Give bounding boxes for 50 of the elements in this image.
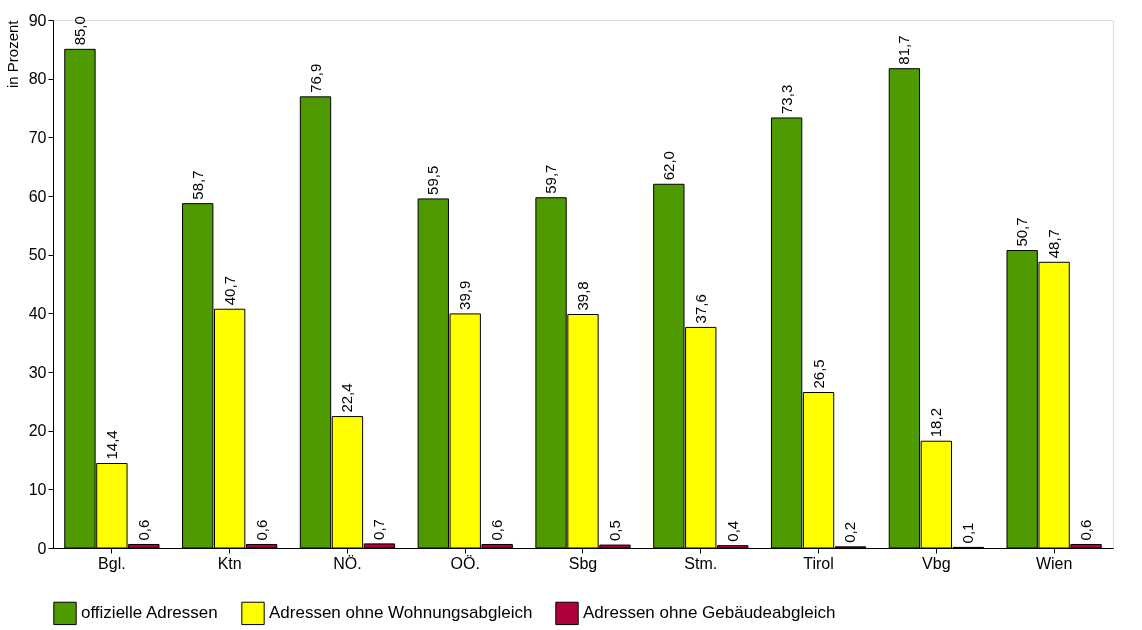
y-axis-title: in Prozent (3, 19, 21, 89)
y-tick-label: 30 (28, 363, 47, 381)
data-label: 0,6 (488, 519, 506, 541)
x-tick-label: Sbg (568, 554, 598, 572)
x-tick-label: Bgl. (98, 554, 126, 572)
data-label: 0,6 (134, 519, 152, 541)
x-tick-label: Vbg (922, 554, 951, 572)
data-label: 18,2 (927, 408, 945, 438)
y-tick-label: 50 (28, 246, 47, 264)
data-label: 73,3 (777, 84, 795, 114)
y-tick-label: 40 (28, 304, 47, 322)
data-label: 81,7 (895, 35, 913, 65)
y-tick-label: 90 (28, 11, 47, 29)
data-label: 59,7 (542, 164, 560, 194)
data-label: 59,5 (424, 165, 442, 195)
x-tick-label: OÖ. (450, 554, 480, 572)
legend-label: Adressen ohne Wohnungsabgleich (269, 603, 533, 623)
y-tick-label: 10 (28, 480, 47, 498)
y-tick-label: 80 (28, 70, 47, 88)
data-label: 39,9 (456, 280, 474, 310)
y-tick-label: 60 (28, 187, 47, 205)
data-label: 0,6 (252, 519, 270, 541)
x-tick-label: Stm. (684, 554, 718, 572)
data-label: 85,0 (70, 16, 88, 46)
data-label: 0,6 (1077, 519, 1095, 541)
data-label: 37,6 (691, 294, 709, 324)
data-label: 26,5 (809, 359, 827, 389)
x-tick-label: Tirol (803, 554, 834, 572)
data-label: 0,2 (841, 521, 859, 543)
data-label: 22,4 (338, 383, 356, 413)
data-label: 39,8 (574, 281, 591, 311)
x-tick-label: Ktn (217, 554, 242, 572)
data-label: 58,7 (188, 170, 206, 200)
y-tick-label: 70 (28, 128, 47, 146)
data-label: 40,7 (220, 276, 238, 306)
data-label: 0,4 (723, 520, 741, 542)
data-label: 76,9 (306, 63, 324, 93)
data-label: 50,7 (1013, 217, 1031, 247)
data-label: 0,5 (605, 520, 623, 542)
data-label: 0,1 (959, 522, 977, 544)
data-label: 14,4 (102, 430, 120, 460)
x-tick-label: Wien (1035, 554, 1073, 572)
data-label: 62,0 (659, 151, 677, 181)
legend-label: Adressen ohne Gebäudeabgleich (583, 603, 836, 623)
x-tick-label: NÖ. (333, 554, 362, 572)
legend-label: offizielle Adressen (81, 603, 218, 623)
data-label: 48,7 (1045, 229, 1063, 259)
data-label: 0,7 (370, 519, 388, 540)
y-tick-label: 0 (37, 539, 47, 557)
y-tick-label: 20 (28, 422, 47, 440)
